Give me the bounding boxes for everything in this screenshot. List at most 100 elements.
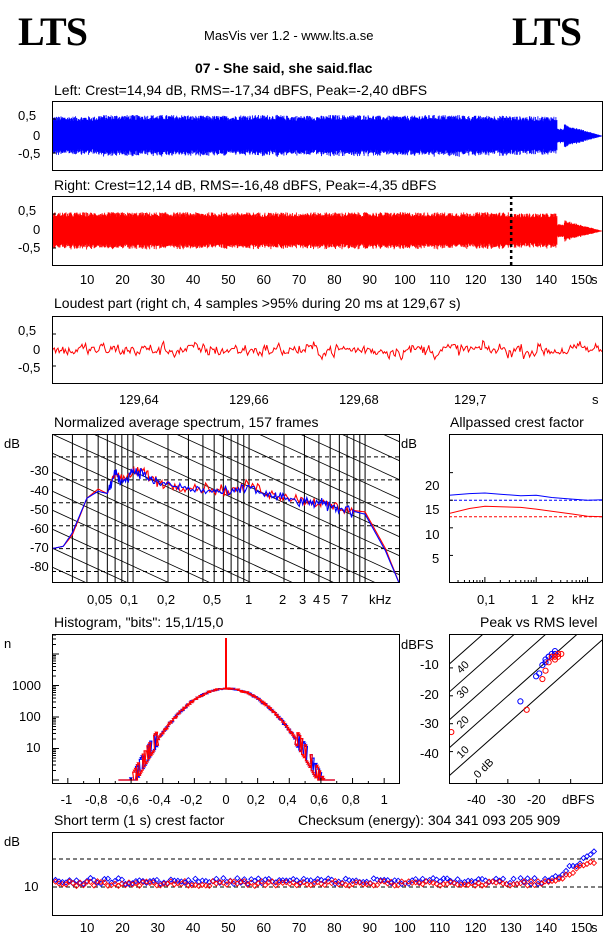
- st-point-right: [199, 881, 206, 888]
- st-point-left: [118, 876, 126, 883]
- plot-frame: [52, 634, 400, 784]
- st-point-right: [559, 875, 566, 882]
- spec-y-0: -30: [30, 463, 49, 478]
- st-point-right: [566, 871, 573, 878]
- st-point-right: [241, 878, 248, 885]
- st-point-right: [62, 881, 70, 888]
- st-point-left: [192, 875, 199, 882]
- st-point-right: [538, 880, 545, 887]
- st-point-right: [223, 881, 230, 888]
- time-label-70: 70: [291, 920, 307, 935]
- time-label-30: 30: [150, 272, 166, 287]
- loud-tick-2: -0,5: [18, 360, 41, 375]
- pr-y-0: -10: [420, 657, 439, 672]
- pr-x-unit: dBFS: [562, 792, 595, 807]
- st-point-right: [188, 882, 196, 889]
- crest-diagonal: [449, 634, 547, 721]
- left-waveform-plot: [52, 101, 603, 171]
- st-point-right: [548, 877, 556, 885]
- spec-x-5: 2: [279, 592, 287, 607]
- peak-rms-point: [523, 706, 530, 713]
- st-point-left: [185, 876, 192, 884]
- ap-y-3: 5: [432, 551, 440, 566]
- st-point-right: [576, 862, 584, 869]
- crest-diagonal: [449, 634, 579, 749]
- loudest-signal: [52, 339, 603, 361]
- st-point-left: [304, 877, 311, 884]
- time-label-60: 60: [256, 272, 271, 287]
- st-point-right: [471, 882, 479, 889]
- st-point-left: [181, 879, 189, 886]
- st-point-right: [146, 879, 154, 887]
- time-label-50: 50: [221, 920, 236, 935]
- short-term-plot: [52, 832, 603, 916]
- st-point-right: [202, 882, 209, 889]
- st-point-right: [569, 869, 577, 877]
- st-point-left: [339, 879, 346, 886]
- st-point-right: [237, 878, 244, 885]
- st-point-left: [199, 877, 206, 884]
- st-point-right: [573, 865, 580, 872]
- hist-x-label: 0,8: [341, 792, 360, 807]
- time-label-40: 40: [185, 920, 201, 935]
- st-point-left: [395, 877, 402, 884]
- waveform-signal: [52, 212, 603, 250]
- time-label-20: 20: [115, 272, 130, 287]
- waveform-signal: [52, 114, 603, 157]
- spec-y-3: -60: [30, 521, 49, 536]
- st-point-left: [590, 848, 598, 855]
- spectrum-slope-line: [175, 434, 400, 538]
- st-point-right: [262, 882, 269, 889]
- st-point-right: [150, 879, 157, 886]
- time-label-140: 140: [535, 920, 558, 935]
- time-label-40: 40: [185, 272, 201, 287]
- spec-x-4: 1: [245, 592, 253, 607]
- st-point-left: [150, 877, 157, 884]
- st-point-right: [349, 880, 356, 888]
- st-point-right: [527, 878, 535, 885]
- spec-y-1: -40: [30, 483, 49, 498]
- time-label-80: 80: [327, 920, 342, 935]
- st-point-right: [513, 880, 521, 888]
- st-point-right: [590, 859, 598, 867]
- hist-x-label: 0,2: [246, 792, 265, 807]
- st-point-right: [430, 879, 437, 887]
- st-point-left: [587, 851, 594, 858]
- spec-x-2: 0,2: [157, 592, 176, 607]
- time-label-150: 150: [570, 272, 593, 287]
- spec-x-6: 3: [299, 592, 307, 607]
- time-label-150: 150: [570, 920, 593, 935]
- short-term-ylabel: dB: [4, 834, 20, 849]
- time-label-140: 140: [535, 272, 558, 287]
- st-point-left: [531, 874, 538, 882]
- time-label-130: 130: [500, 920, 522, 935]
- st-point-right: [167, 878, 175, 885]
- ap-y-0: 20: [425, 478, 440, 493]
- spectrum-ylabel: dB: [4, 436, 20, 451]
- spec-x-unit: kHz: [369, 592, 392, 607]
- allpass-series-right: [449, 505, 603, 518]
- left-wave-title: Left: Crest=14,94 dB, RMS=-17,34 dBFS, P…: [54, 82, 428, 98]
- time-label-30: 30: [150, 920, 166, 935]
- st-point-left: [104, 875, 112, 882]
- plot-frame: [52, 832, 603, 916]
- plot-frame: [449, 434, 603, 583]
- st-point-right: [80, 882, 87, 889]
- hist-x-label: -1: [60, 792, 73, 807]
- loud-x-1: 129,66: [229, 392, 269, 407]
- st-point-right: [279, 879, 286, 886]
- left-tick-2: -0,5: [18, 146, 41, 161]
- hist-x-label: -0,2: [179, 792, 203, 807]
- time-label-10: 10: [79, 272, 95, 287]
- st-point-right: [412, 879, 419, 886]
- spec-y-2: -50: [30, 502, 49, 517]
- loud-x-0: 129,64: [119, 392, 159, 407]
- time-label-50: 50: [221, 272, 236, 287]
- spec-x-3: 0,5: [203, 592, 222, 607]
- st-point-left: [398, 880, 405, 888]
- ap-x-unit: kHz: [572, 592, 595, 607]
- st-point-right: [541, 878, 549, 885]
- st-point-right: [136, 882, 143, 889]
- histogram-series-right: [118, 687, 335, 781]
- st-point-left: [520, 879, 528, 886]
